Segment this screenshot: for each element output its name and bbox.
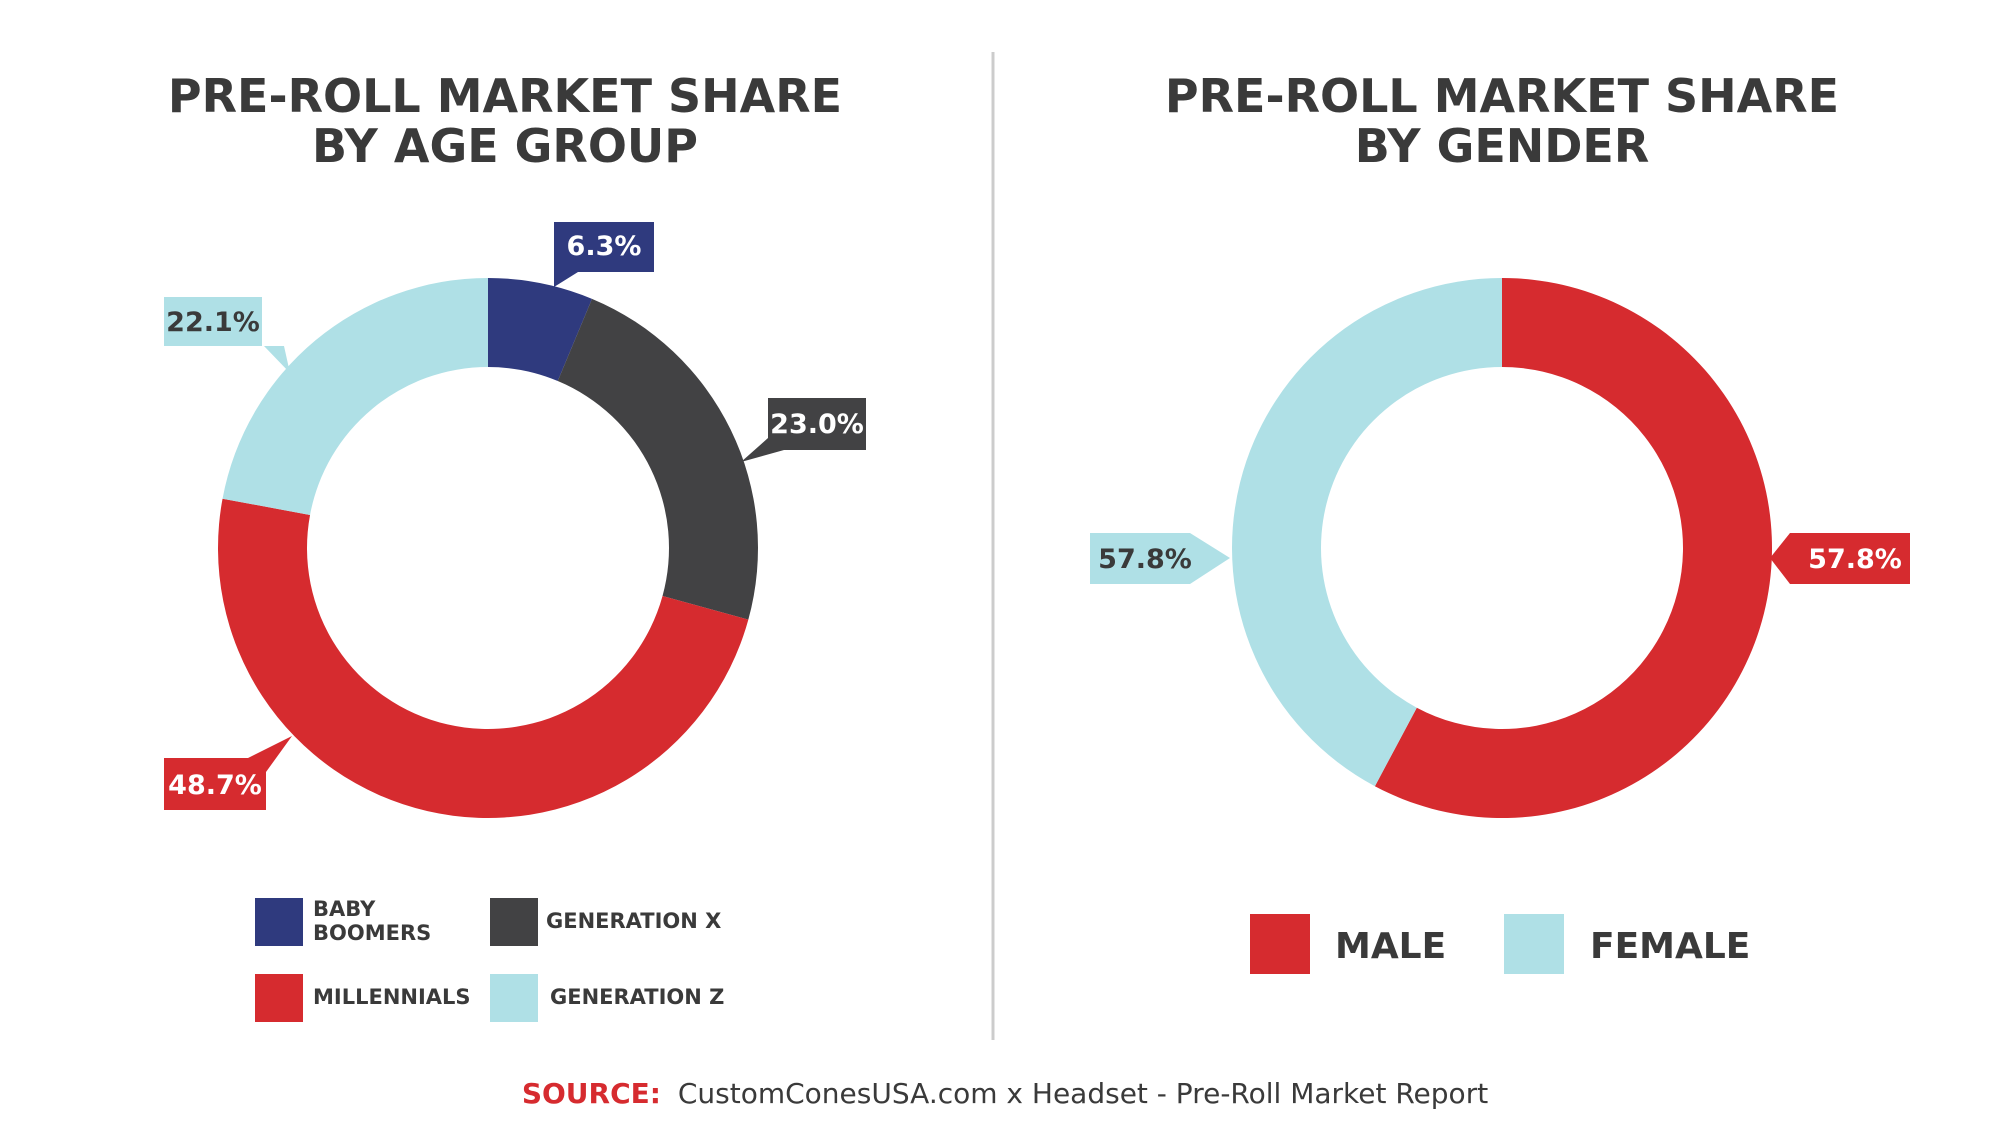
legend-item-generation-x: GENERATION X: [490, 898, 721, 946]
gender-legend: MALE FEMALE: [1250, 914, 1750, 974]
age-slice-generation-x: [557, 298, 758, 620]
legend-item-baby-boomers: BABY BOOMERS: [255, 897, 431, 946]
legend-swatch: [255, 898, 303, 946]
legend-label: BOOMERS: [313, 921, 431, 945]
callout-shape: [164, 736, 292, 810]
age-legend: BABY BOOMERS GENERATION X MILLENNIALS GE…: [255, 897, 724, 1022]
legend-label: BABY: [313, 897, 376, 921]
age-callout-generation-x: 23.0%: [741, 398, 866, 462]
legend-item-male: MALE: [1250, 914, 1446, 974]
legend-label: MILLENNIALS: [313, 985, 471, 1009]
legend-label: GENERATION Z: [550, 985, 724, 1009]
age-slice-baby-boomers: [488, 278, 593, 381]
legend-swatch: [490, 898, 538, 946]
source-text: CustomConesUSA.com x Headset - Pre-Roll …: [678, 1077, 1488, 1110]
gender-callout-male: 57.8%: [1770, 533, 1910, 584]
legend-swatch: [490, 974, 538, 1022]
callout-label: 48.7%: [168, 770, 262, 801]
gender-donut: [1232, 278, 1773, 818]
gender-slice-female: [1232, 278, 1502, 787]
source-label: SOURCE:: [522, 1077, 661, 1110]
age-chart-title-line2: BY AGE GROUP: [312, 119, 698, 173]
legend-swatch: [1250, 914, 1310, 974]
legend-item-female: FEMALE: [1504, 914, 1750, 974]
legend-label: MALE: [1335, 926, 1446, 967]
age-callout-millennials: 48.7%: [164, 736, 292, 810]
callout-shape: [1770, 533, 1910, 584]
callout-label: 22.1%: [166, 307, 260, 338]
callout-label: 57.8%: [1098, 544, 1192, 575]
callout-label: 57.8%: [1808, 544, 1902, 575]
callout-label: 23.0%: [770, 409, 864, 440]
callout-shape: [554, 222, 654, 287]
legend-label: GENERATION X: [546, 909, 721, 933]
callout-shape: [164, 297, 290, 373]
legend-swatch: [1504, 914, 1564, 974]
age-callout-generation-z: 22.1%: [164, 297, 290, 373]
gender-callout-female: 57.8%: [1090, 533, 1230, 584]
gender-chart-title-line2: BY GENDER: [1355, 119, 1650, 173]
gender-slice-male: [1374, 278, 1773, 818]
callout-label: 6.3%: [567, 231, 642, 262]
legend-label: FEMALE: [1590, 926, 1750, 967]
legend-item-millennials: MILLENNIALS: [255, 974, 471, 1022]
age-chart-title-line1: PRE-ROLL MARKET SHARE: [168, 69, 842, 123]
gender-chart-title-line1: PRE-ROLL MARKET SHARE: [1165, 69, 1839, 123]
age-slice-millennials: [218, 498, 749, 818]
age-slice-generation-z: [222, 278, 489, 515]
callout-shape: [1090, 533, 1230, 584]
legend-swatch: [255, 974, 303, 1022]
legend-item-generation-z: GENERATION Z: [490, 974, 724, 1022]
source-line: SOURCE: CustomConesUSA.com x Headset - P…: [522, 1077, 1488, 1110]
age-callout-baby-boomers: 6.3%: [554, 222, 654, 287]
callout-shape: [741, 398, 866, 462]
age-donut: [218, 278, 758, 818]
